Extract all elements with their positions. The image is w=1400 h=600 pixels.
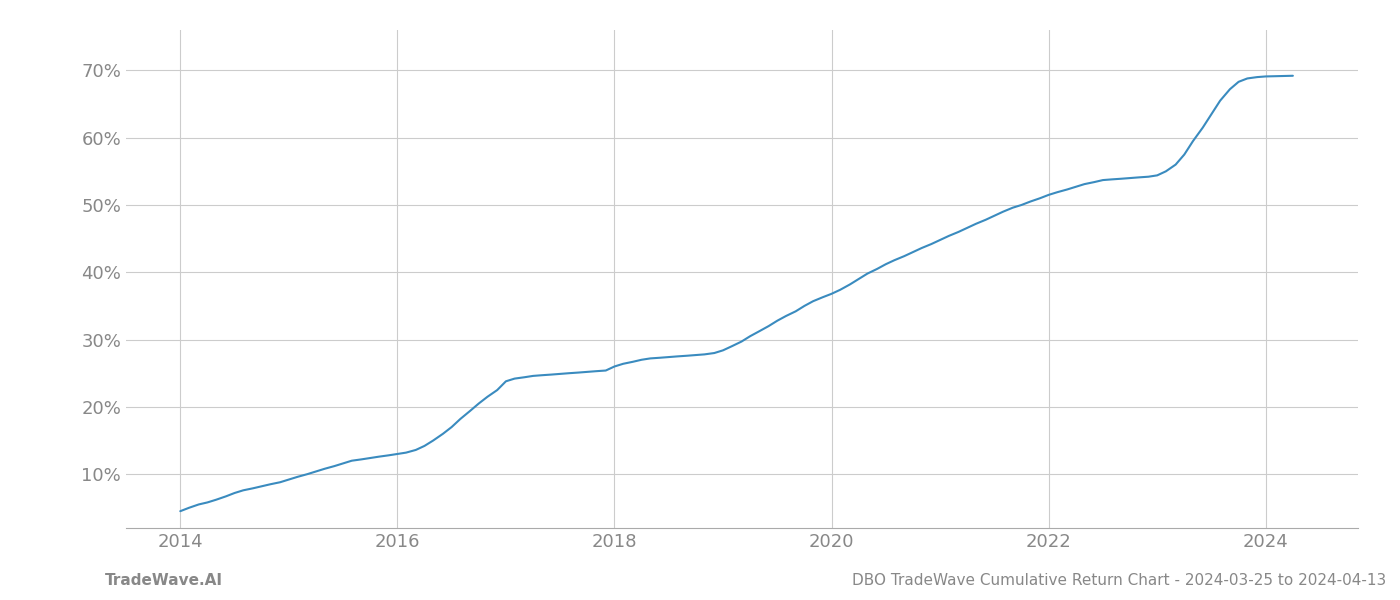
Text: DBO TradeWave Cumulative Return Chart - 2024-03-25 to 2024-04-13: DBO TradeWave Cumulative Return Chart - … bbox=[851, 573, 1386, 588]
Text: TradeWave.AI: TradeWave.AI bbox=[105, 573, 223, 588]
